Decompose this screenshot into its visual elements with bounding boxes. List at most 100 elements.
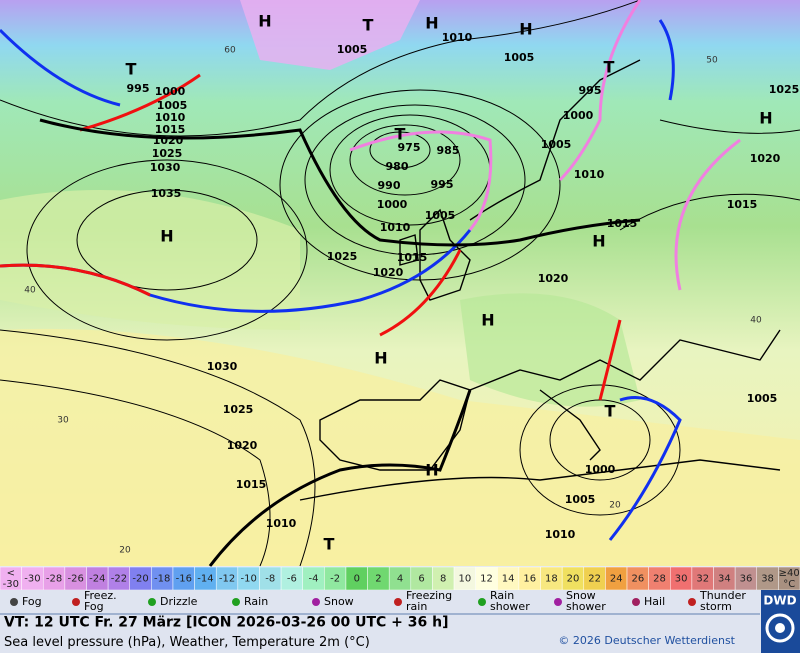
pressure-center: T [363,16,374,35]
dwd-logo-mark [765,613,795,643]
pressure-center: T [324,535,335,554]
legend-label: Drizzle [160,595,198,608]
latitude-label: 20 [609,501,621,511]
scale-label: -6 [287,574,297,585]
isobar-label: 1025 [327,250,358,263]
scale-label: 24 [610,574,623,585]
copyright: © 2026 Deutscher Wetterdienst [558,634,735,647]
isobar-label: 1015 [607,217,638,230]
scale-high-unit: °C [783,579,795,590]
scale-label: 10 [458,574,471,585]
isobar-label: 1000 [155,85,186,98]
scale-label: -22 [111,574,127,585]
isobar-label: 1005 [157,99,188,112]
legend-icon [632,598,640,606]
scale-label: -16 [176,574,192,585]
latitude-label: 40 [24,286,36,296]
pressure-center: H [374,349,387,368]
legend-label: Freez. Fog [84,589,117,613]
scale-label: 30 [675,574,688,585]
isobar-label: 1020 [373,266,404,279]
legend-label: Rain shower [490,589,530,613]
isobar-label: 1015 [397,251,428,264]
scale-label: 16 [523,574,536,585]
coastlines [299,59,781,501]
isobars [0,0,800,567]
isobar-label: 1015 [236,478,267,491]
isobar-label: 1005 [504,51,535,64]
scale-label: -28 [46,574,62,585]
isobar-label: 1015 [155,123,186,136]
legend-label: Rain [244,595,268,608]
scale-label: 14 [502,574,515,585]
pressure-center: H [592,232,605,251]
isobar-label: 1030 [207,360,238,373]
scale-label: 20 [567,574,580,585]
isobar-label: 1005 [565,493,596,506]
scale-low-label: < [7,568,15,579]
scale-high-label: ≥40 [779,568,800,579]
isobar-label: 1010 [574,168,605,181]
legend-icon [148,598,156,606]
isobar-label: 1005 [337,43,368,56]
isobar-label: 1010 [266,517,297,530]
legend-label: Thunder storm [699,589,746,613]
legend-icon [554,598,562,606]
isobar-label: 975 [398,141,421,154]
legend-label: Fog [22,595,42,608]
scale-label: 18 [545,574,558,585]
scale-label: 34 [718,574,731,585]
pressure-center: T [604,58,615,77]
scale-label: 26 [631,574,644,585]
isobar-label: 1010 [442,31,473,44]
scale-label: 6 [418,574,424,585]
isobar-label: 1020 [153,134,184,147]
map-background [0,0,800,566]
scale-label: 32 [696,574,709,585]
legend-label: Freezing rain [406,589,452,613]
isobar-label: 990 [378,179,401,192]
isobar-label: 1020 [538,272,569,285]
isobar-label: 1010 [545,528,576,541]
isobar-label: 1010 [380,221,411,234]
isobar-label: 1025 [769,83,800,96]
scale-label: 4 [397,574,403,585]
isobar-label: 1035 [151,187,182,200]
pressure-center: H [160,227,173,246]
pressure-center: H [759,109,772,128]
latitude-label: 30 [57,416,69,426]
scale-label: -2 [330,574,340,585]
isobar-label: 995 [431,178,454,191]
isobar-label: 1005 [425,209,456,222]
scale-label: 12 [480,574,493,585]
scale-label: -4 [309,574,319,585]
dwd-logo-mark [775,623,785,633]
scale-label: -30 [24,574,40,585]
scale-label: 28 [653,574,666,585]
scale-label: 2 [375,574,381,585]
product-description: Sea level pressure (hPa), Weather, Tempe… [4,635,370,650]
isobar-label: 1010 [155,111,186,124]
isobar-label: 985 [437,144,460,157]
isobar-label: 1025 [152,147,183,160]
scale-label: -8 [265,574,275,585]
legend-icon [688,598,696,606]
legend-icon [478,598,486,606]
scale-label: 36 [740,574,753,585]
scale-label: -18 [154,574,170,585]
legend-icon [312,598,320,606]
isobar-label: 1015 [727,198,758,211]
isobar-label: 1000 [563,109,594,122]
scale-label: -14 [197,574,213,585]
scale-label: -26 [68,574,84,585]
weather-legend: Fog Freez. Fog Drizzle Rain Snow Freezing rain R… [10,589,746,613]
isobar-label: 1000 [377,198,408,211]
legend-label: Snow [324,595,354,608]
color-scale: <-30 -30 -28 -26 -24 -22 -20 -18 -16 -14 -12 -10 -8-… [0,566,800,591]
isobar-label: 1005 [541,138,572,151]
latitude-label: 40 [750,316,762,326]
legend-icon [232,598,240,606]
isobar-label: 1005 [747,392,778,405]
